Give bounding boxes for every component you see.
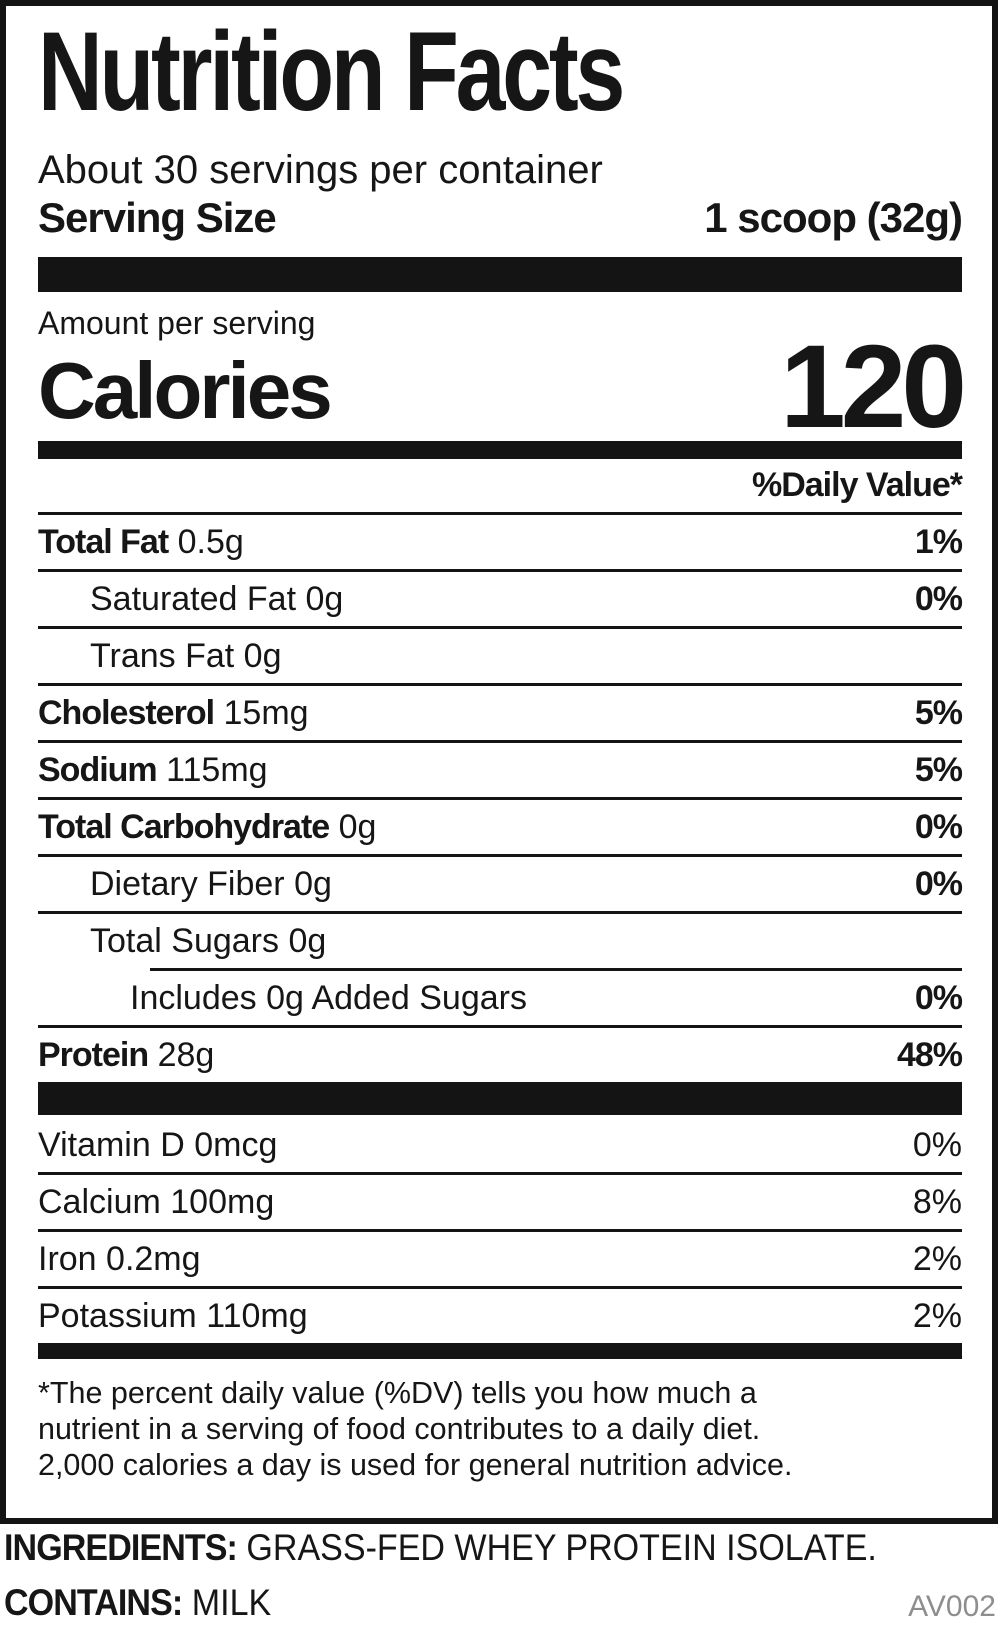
- nutrient-row: Total Sugars 0g: [38, 911, 962, 968]
- nutrient-row: Trans Fat 0g: [38, 626, 962, 683]
- nutrient-name: Potassium: [38, 1297, 197, 1336]
- nutrient-name: Total Sugars: [90, 922, 279, 961]
- serving-size-row: Serving Size 1 scoop (32g): [38, 194, 963, 242]
- nutrient-row: Cholesterol 15mg 5%: [38, 683, 963, 740]
- nutrient-name: Sodium: [38, 751, 158, 790]
- ingredients-label: INGREDIENTS:: [4, 1527, 238, 1568]
- calories-label: Calories: [38, 346, 333, 436]
- nutrient-row: Potassium 110mg 2%: [38, 1286, 962, 1343]
- nutrient-dv: 5%: [914, 694, 963, 733]
- daily-value-header: %Daily Value*: [751, 466, 963, 505]
- nutrient-row: Calcium 100mg 8%: [38, 1172, 962, 1229]
- nutrient-name: Dietary Fiber: [90, 865, 285, 904]
- calories-value: 120: [780, 321, 967, 454]
- nutrient-row: Total Carbohydrate 0g 0%: [38, 797, 963, 854]
- nutrient-name: Vitamin D: [38, 1126, 185, 1165]
- nutrient-amount: 0.2mg: [106, 1240, 201, 1279]
- serving-size-value: 1 scoop (32g): [704, 194, 963, 242]
- footnote: *The percent daily value (%DV) tells you…: [38, 1375, 962, 1483]
- nutrient-amount: 110mg: [206, 1297, 308, 1336]
- nutrient-amount: 0g: [243, 637, 282, 676]
- nutrient-dv: 0%: [914, 580, 963, 619]
- nutrient-amount: 115mg: [166, 751, 268, 790]
- nutrient-name: Calcium: [38, 1183, 161, 1222]
- nutrient-row: Saturated Fat 0g 0%: [38, 569, 963, 626]
- nutrient-name: Trans Fat: [90, 637, 235, 676]
- nutrient-amount: 0.5g: [177, 523, 244, 562]
- nutrient-row: Includes 0g Added Sugars 0%: [38, 968, 963, 1025]
- nutrient-dv: 8%: [912, 1183, 962, 1222]
- contains-value: MILK: [191, 1582, 272, 1623]
- label-title: Nutrition Facts: [38, 9, 625, 134]
- nutrient-row: Sodium 115mg 5%: [38, 740, 963, 797]
- nutrient-row: Dietary Fiber 0g 0%: [38, 854, 963, 911]
- nutrient-dv: 48%: [896, 1036, 963, 1075]
- nutrient-name: Total Carbohydrate: [38, 808, 330, 847]
- contains-line: CONTAINS: MILK: [4, 1583, 271, 1623]
- nutrient-name: Total Fat: [38, 523, 169, 562]
- ingredients-value: GRASS-FED WHEY PROTEIN ISOLATE.: [246, 1527, 877, 1568]
- nutrient-dv: 0%: [914, 979, 963, 1018]
- amount-per-serving: Amount per serving: [38, 305, 316, 342]
- nutrition-label: Nutrition Facts About 30 servings per co…: [0, 0, 998, 1524]
- nutrient-amount: 0g: [294, 865, 332, 904]
- nutrient-name: Cholesterol: [38, 694, 215, 733]
- product-code: AV002: [908, 1590, 996, 1623]
- nutrient-table: Total Fat 0.5g 1% Saturated Fat 0g 0% Tr…: [38, 512, 963, 1082]
- ingredients-line: INGREDIENTS: GRASS-FED WHEY PROTEIN ISOL…: [4, 1528, 877, 1568]
- nutrient-dv: 0%: [912, 1126, 962, 1165]
- nutrient-name: Saturated Fat: [90, 580, 297, 619]
- nutrient-amount: 28g: [157, 1036, 215, 1075]
- footnote-line: 2,000 calories a day is used for general…: [38, 1448, 793, 1483]
- thick-separator: [38, 1082, 962, 1116]
- nutrient-name: Iron: [38, 1240, 97, 1279]
- nutrient-row: Protein 28g 48%: [38, 1025, 963, 1082]
- nutrient-dv: 5%: [914, 751, 963, 790]
- nutrient-row: Vitamin D 0mcg 0%: [38, 1115, 962, 1172]
- footnote-line: *The percent daily value (%DV) tells you…: [38, 1376, 757, 1411]
- serving-size-label: Serving Size: [38, 194, 277, 242]
- nutrient-row: Total Fat 0.5g 1%: [38, 512, 963, 569]
- nutrient-amount: 0mcg: [194, 1126, 278, 1165]
- nutrient-amount: 15mg: [223, 694, 309, 733]
- nutrient-amount: 0g: [288, 922, 327, 961]
- nutrient-dv: 0%: [914, 808, 963, 847]
- calories-row: Calories 120: [38, 321, 967, 454]
- medium-separator: [38, 441, 962, 460]
- nutrient-name: Protein: [38, 1036, 149, 1075]
- nutrient-dv: 2%: [912, 1240, 962, 1279]
- footnote-line: nutrient in a serving of food contribute…: [38, 1412, 761, 1447]
- contains-label: CONTAINS:: [4, 1582, 183, 1623]
- nutrient-dv: 0%: [914, 865, 963, 904]
- servings-per-container: About 30 servings per container: [38, 148, 603, 193]
- nutrient-amount: 0g: [305, 580, 344, 619]
- thick-separator: [38, 257, 962, 293]
- nutrient-dv: 2%: [912, 1297, 962, 1336]
- nutrient-row: Iron 0.2mg 2%: [38, 1229, 962, 1286]
- nutrient-amount: 0g: [338, 808, 377, 847]
- micronutrient-table: Vitamin D 0mcg 0% Calcium 100mg 8% Iron …: [38, 1115, 962, 1343]
- medium-separator: [38, 1343, 962, 1360]
- nutrient-amount: 100mg: [170, 1183, 275, 1222]
- nutrient-dv: 1%: [914, 523, 963, 562]
- nutrient-name: Includes 0g Added Sugars: [130, 979, 527, 1018]
